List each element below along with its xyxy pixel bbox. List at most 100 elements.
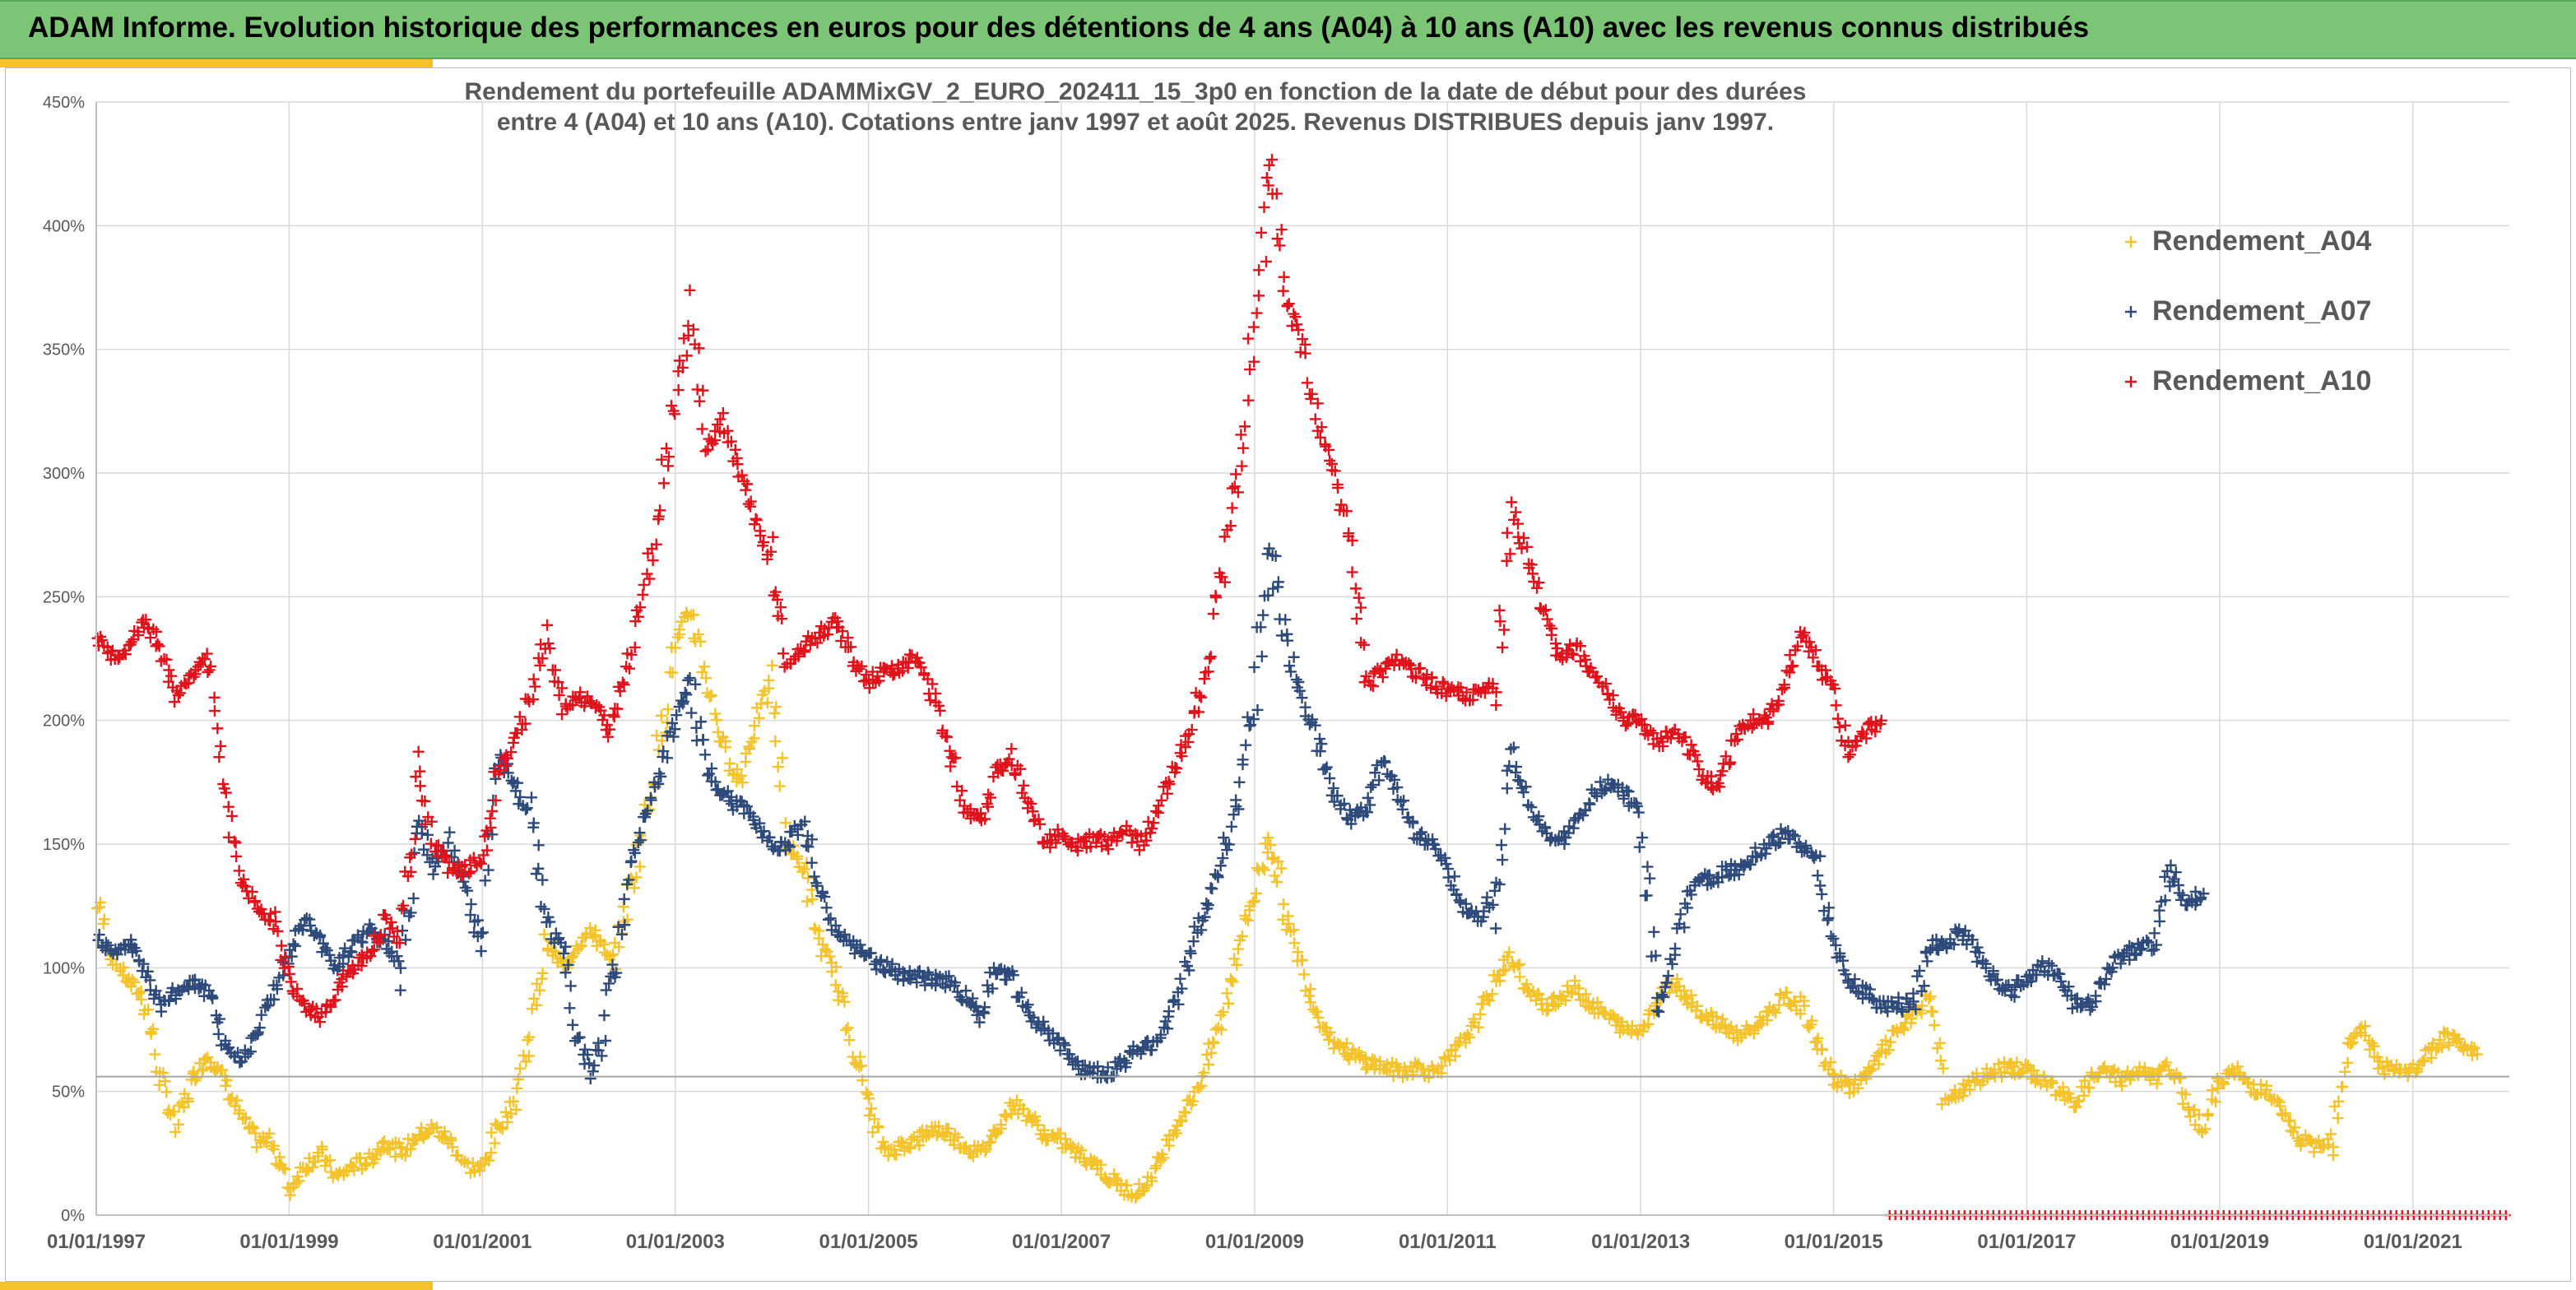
data-point (2337, 1080, 2349, 1093)
data-point (534, 984, 546, 996)
data-point (694, 716, 707, 728)
data-point (1636, 1025, 1649, 1037)
data-point (758, 825, 770, 838)
data-point (645, 794, 657, 806)
data-point (148, 992, 160, 1005)
data-point (796, 865, 809, 878)
data-point (692, 629, 704, 641)
data-point (166, 982, 179, 995)
data-point (203, 985, 216, 996)
data-point (208, 691, 220, 703)
data-point (1490, 922, 1502, 935)
data-point (2374, 1055, 2386, 1067)
data-point (702, 769, 714, 782)
data-point (625, 855, 638, 867)
data-point (1493, 604, 1506, 616)
data-point (1812, 870, 1824, 882)
data-point (2279, 1107, 2291, 1120)
data-point (142, 1004, 155, 1016)
data-point (666, 666, 679, 679)
data-point (1770, 1007, 1782, 1019)
data-point (496, 1121, 508, 1134)
data-point (1272, 576, 1284, 588)
data-point (541, 942, 554, 954)
data-point (1257, 609, 1269, 621)
data-point (1217, 1006, 1229, 1019)
data-point (163, 664, 175, 676)
data-point (1641, 861, 1654, 873)
data-point (892, 973, 904, 986)
data-point (2011, 1056, 2023, 1069)
y-tick-label: 100% (43, 959, 85, 977)
y-tick-label: 300% (43, 465, 85, 483)
data-point (1799, 1000, 1811, 1012)
data-point (168, 1106, 180, 1118)
data-point (1012, 1107, 1024, 1120)
data-point (1860, 1073, 1873, 1085)
data-point (1367, 1053, 1379, 1065)
data-point (706, 763, 718, 775)
data-point (1250, 887, 1262, 899)
data-point (509, 785, 522, 797)
data-point (1700, 1008, 1712, 1020)
data-point (378, 1135, 391, 1148)
data-point (1368, 1054, 1381, 1066)
data-point (1833, 721, 1845, 733)
legend-label: Rendement_A10 (2152, 365, 2371, 397)
data-point (669, 723, 681, 735)
data-point (1505, 743, 1517, 755)
data-point (522, 1034, 534, 1046)
data-point (465, 898, 477, 911)
data-point (819, 944, 832, 956)
data-point (1474, 1009, 1487, 1020)
data-point (1240, 739, 1252, 751)
data-point (252, 1028, 264, 1041)
data-point (679, 687, 691, 699)
data-point (694, 395, 706, 407)
data-point (1794, 1008, 1807, 1020)
data-point (216, 1064, 229, 1076)
data-point (2083, 1082, 2096, 1094)
data-point (587, 1065, 599, 1078)
data-point (319, 942, 332, 954)
data-point (293, 1175, 305, 1187)
y-tick-label: 50% (52, 1084, 85, 1102)
data-point (598, 1009, 610, 1022)
data-point (530, 868, 542, 880)
data-point (271, 983, 283, 995)
data-point (1180, 1107, 1192, 1119)
data-point (615, 928, 628, 940)
data-point (1863, 717, 1875, 729)
data-point (748, 720, 760, 732)
data-point (1934, 1055, 1947, 1067)
data-point (1230, 468, 1242, 480)
data-point (830, 961, 842, 973)
data-point (2218, 1078, 2230, 1090)
series-rendement-a04 (91, 606, 2483, 1204)
data-point (323, 949, 336, 961)
data-point (1284, 666, 1297, 678)
data-point (1215, 1023, 1228, 1036)
data-point (1260, 838, 1272, 850)
data-point (773, 780, 786, 792)
data-point (1436, 1060, 1448, 1072)
data-point (960, 985, 972, 997)
y-tick-label: 350% (43, 341, 85, 360)
data-point (1207, 608, 1219, 620)
data-point (2148, 927, 2161, 940)
data-point (786, 825, 798, 838)
data-point (1464, 1031, 1476, 1043)
data-point (690, 722, 703, 734)
data-point (1193, 1082, 1205, 1094)
data-point (413, 814, 425, 827)
data-point (1680, 991, 1692, 1004)
data-point (920, 1130, 932, 1143)
data-point (717, 407, 729, 420)
data-point (1225, 820, 1237, 833)
data-point (489, 1137, 501, 1149)
data-point (1407, 1065, 1419, 1078)
data-point (399, 1150, 411, 1162)
data-point (234, 1056, 246, 1069)
data-point (1150, 805, 1163, 818)
data-point (1232, 943, 1244, 955)
